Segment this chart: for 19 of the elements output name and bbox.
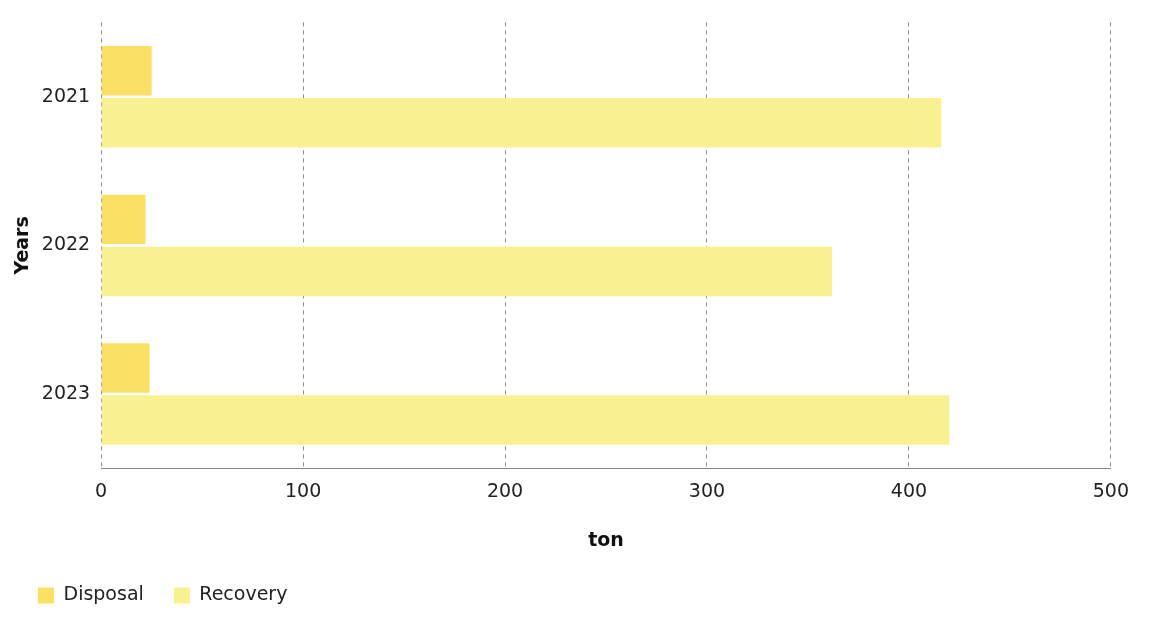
legend-label: Recovery: [199, 582, 288, 605]
x-tick-label: 500: [1092, 478, 1129, 501]
x-tick-label: 200: [486, 478, 524, 501]
bar: [101, 194, 146, 245]
x-tick-label: 100: [284, 478, 322, 501]
x-tick-label: 0: [95, 478, 108, 501]
y-axis-title: Years: [10, 216, 33, 276]
y-tick-label: 2021: [41, 83, 91, 106]
x-axis-title: ton: [588, 527, 624, 550]
legend-label: Disposal: [63, 582, 144, 605]
bar: [101, 98, 942, 148]
bar: [101, 395, 950, 445]
bar: [101, 246, 833, 297]
y-tick-label: 2022: [41, 232, 91, 255]
bar: [101, 46, 152, 96]
x-tick-label: 300: [688, 478, 726, 501]
y-tick-label: 2023: [41, 381, 91, 403]
x-tick-label: 400: [890, 478, 928, 501]
bar: [101, 343, 150, 393]
